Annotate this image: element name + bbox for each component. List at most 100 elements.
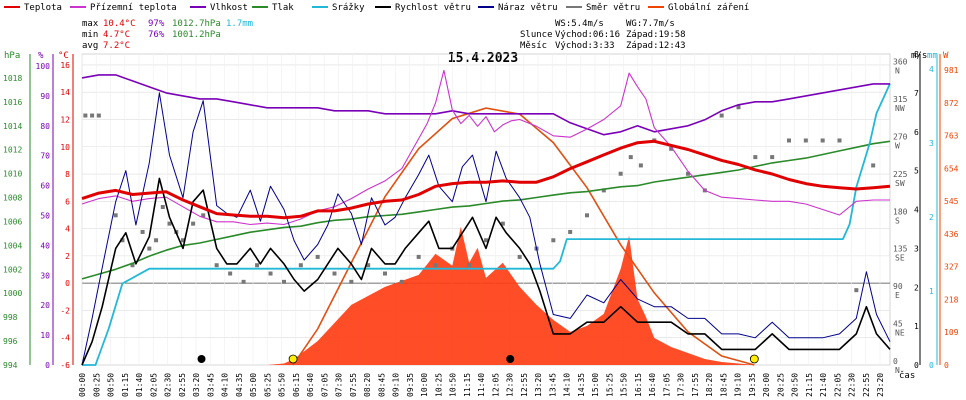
- x-tick-label: 20:50: [791, 373, 800, 397]
- wind-direction-point: [214, 263, 219, 268]
- wind-direction-point: [500, 221, 505, 226]
- wind-direction-point: [628, 155, 633, 160]
- stats-moonrise: Východ:3:33: [555, 41, 615, 51]
- x-tick-label: 16:40: [648, 373, 657, 397]
- y-tick-temperature: 10: [60, 143, 70, 152]
- y-tick-temperature: 12: [60, 115, 70, 124]
- y-tick-wind-speed: 4: [914, 206, 919, 215]
- legend-item-teplota: Teplota: [4, 3, 62, 13]
- y-tick-rain: 1: [929, 287, 934, 296]
- wind-direction-point: [585, 213, 589, 218]
- wind-direction-point: [568, 229, 573, 234]
- wind-direction-point: [871, 163, 876, 168]
- x-tick-label: 12:30: [506, 373, 515, 397]
- x-tick-label: 01:15: [121, 373, 130, 397]
- wind-direction-point: [719, 113, 724, 118]
- wind-direction-point: [315, 254, 320, 259]
- ground-temperature-line: [81, 69, 890, 226]
- axis-unit-hpa: hPa: [4, 51, 20, 61]
- x-tick-label: 21:40: [819, 373, 828, 397]
- stats-max-temp: 10.4°C: [103, 19, 136, 29]
- sun-marker: [288, 354, 298, 364]
- x-tick-label: 10:25: [434, 373, 443, 397]
- legend-item-globalni-zareni: Globální záření: [648, 3, 749, 13]
- stats-moonset: Západ:12:43: [626, 41, 686, 51]
- wind-direction-point: [854, 288, 859, 293]
- wind-direction-point: [618, 171, 623, 176]
- y-tick-wind-direction: 180: [893, 207, 908, 216]
- legend-label-naraz-vetru: Náraz větru: [498, 3, 558, 13]
- legend-label-srazky: Srážky: [332, 3, 365, 13]
- y-tick-wind-direction-letter: N: [895, 67, 900, 76]
- x-tick-label: 19:10: [734, 373, 743, 397]
- x-tick-label: 09:10: [392, 373, 401, 397]
- rain-line: [82, 83, 891, 366]
- x-tick-label: 17:30: [677, 373, 686, 397]
- x-tick-label: 08:45: [377, 373, 386, 397]
- y-tick-radiation: 872: [944, 99, 959, 108]
- legend-label-globalni-zareni: Globální záření: [668, 3, 749, 13]
- x-tick-label: 10:50: [449, 373, 458, 397]
- x-tick-label: 22:55: [862, 373, 871, 397]
- y-tick-wind-direction: 90: [893, 282, 903, 291]
- wind-direction-point: [837, 138, 842, 143]
- y-tick-wind-direction: 225: [893, 170, 908, 179]
- x-tick-label: 05:00: [249, 373, 258, 397]
- y-tick-wind-direction: 270: [893, 132, 908, 141]
- radiation-area: [82, 226, 890, 365]
- y-tick-humidity: 0: [45, 361, 50, 370]
- y-tick-radiation: 218: [944, 295, 959, 304]
- stats-min-press: 1001.2hPa: [172, 30, 221, 40]
- y-tick-humidity: 80: [40, 122, 50, 131]
- wind-direction-point: [803, 138, 808, 143]
- y-tick-temperature: 8: [65, 170, 70, 179]
- wind-direction-point: [601, 188, 606, 193]
- y-tick-wind-direction: 360: [893, 58, 908, 67]
- x-tick-label: 13:45: [548, 373, 557, 397]
- y-tick-humidity: 30: [40, 271, 50, 280]
- stats-sun-label: Slunce: [520, 30, 553, 40]
- wind-direction-point: [551, 238, 556, 243]
- y-tick-wind-direction-letter: SE: [895, 254, 905, 263]
- x-tick-label: 14:10: [563, 373, 572, 397]
- wind-direction-point: [669, 146, 674, 151]
- wind-direction-point: [383, 271, 387, 276]
- stats-max-label: max: [82, 19, 99, 29]
- wind-direction-point: [191, 221, 196, 226]
- axis-unit-degc: °C: [58, 51, 69, 61]
- wind-direction-point: [167, 221, 172, 226]
- x-tick-label: 02:55: [178, 373, 187, 397]
- x-tick-label: 22:30: [848, 373, 857, 397]
- y-tick-pressure: 1004: [3, 241, 22, 250]
- x-tick-label: 08:20: [363, 373, 372, 397]
- stats-max-press: 1012.7hPa: [172, 19, 221, 29]
- y-tick-pressure: 994: [3, 361, 18, 370]
- y-tick-radiation: 109: [944, 328, 959, 337]
- y-tick-radiation: 436: [944, 230, 959, 239]
- moon-marker: [197, 355, 206, 363]
- x-tick-label: 01:40: [135, 373, 144, 397]
- x-tick-label: 15:25: [605, 373, 614, 397]
- y-tick-rain: 3: [929, 139, 934, 148]
- y-tick-wind-direction-letter: NW: [895, 104, 905, 113]
- x-tick-label: 20:00: [762, 373, 771, 397]
- y-tick-wind-speed: 5: [914, 167, 919, 176]
- y-tick-wind-direction-letter: N: [895, 366, 900, 375]
- y-tick-temperature: 6: [65, 197, 70, 206]
- moon-marker: [506, 355, 515, 363]
- y-tick-radiation: 981: [944, 66, 959, 75]
- wind-direction-point: [181, 238, 185, 243]
- y-tick-humidity: 70: [40, 152, 50, 161]
- legend-item-naraz-vetru: Náraz větru: [478, 3, 558, 13]
- y-tick-wind-direction: 0: [893, 357, 898, 366]
- stats-min-label: min: [82, 30, 98, 40]
- wind-direction-point: [90, 113, 95, 118]
- y-tick-wind-speed: 1: [914, 322, 919, 331]
- y-tick-humidity: 10: [40, 331, 50, 340]
- y-tick-humidity: 100: [36, 62, 51, 71]
- x-tick-label: 03:20: [192, 373, 201, 397]
- wind-direction-point: [753, 155, 758, 160]
- y-tick-wind-direction-letter: W: [895, 141, 900, 150]
- x-tick-label: 16:15: [634, 373, 643, 397]
- y-tick-wind-speed: 7: [914, 89, 919, 98]
